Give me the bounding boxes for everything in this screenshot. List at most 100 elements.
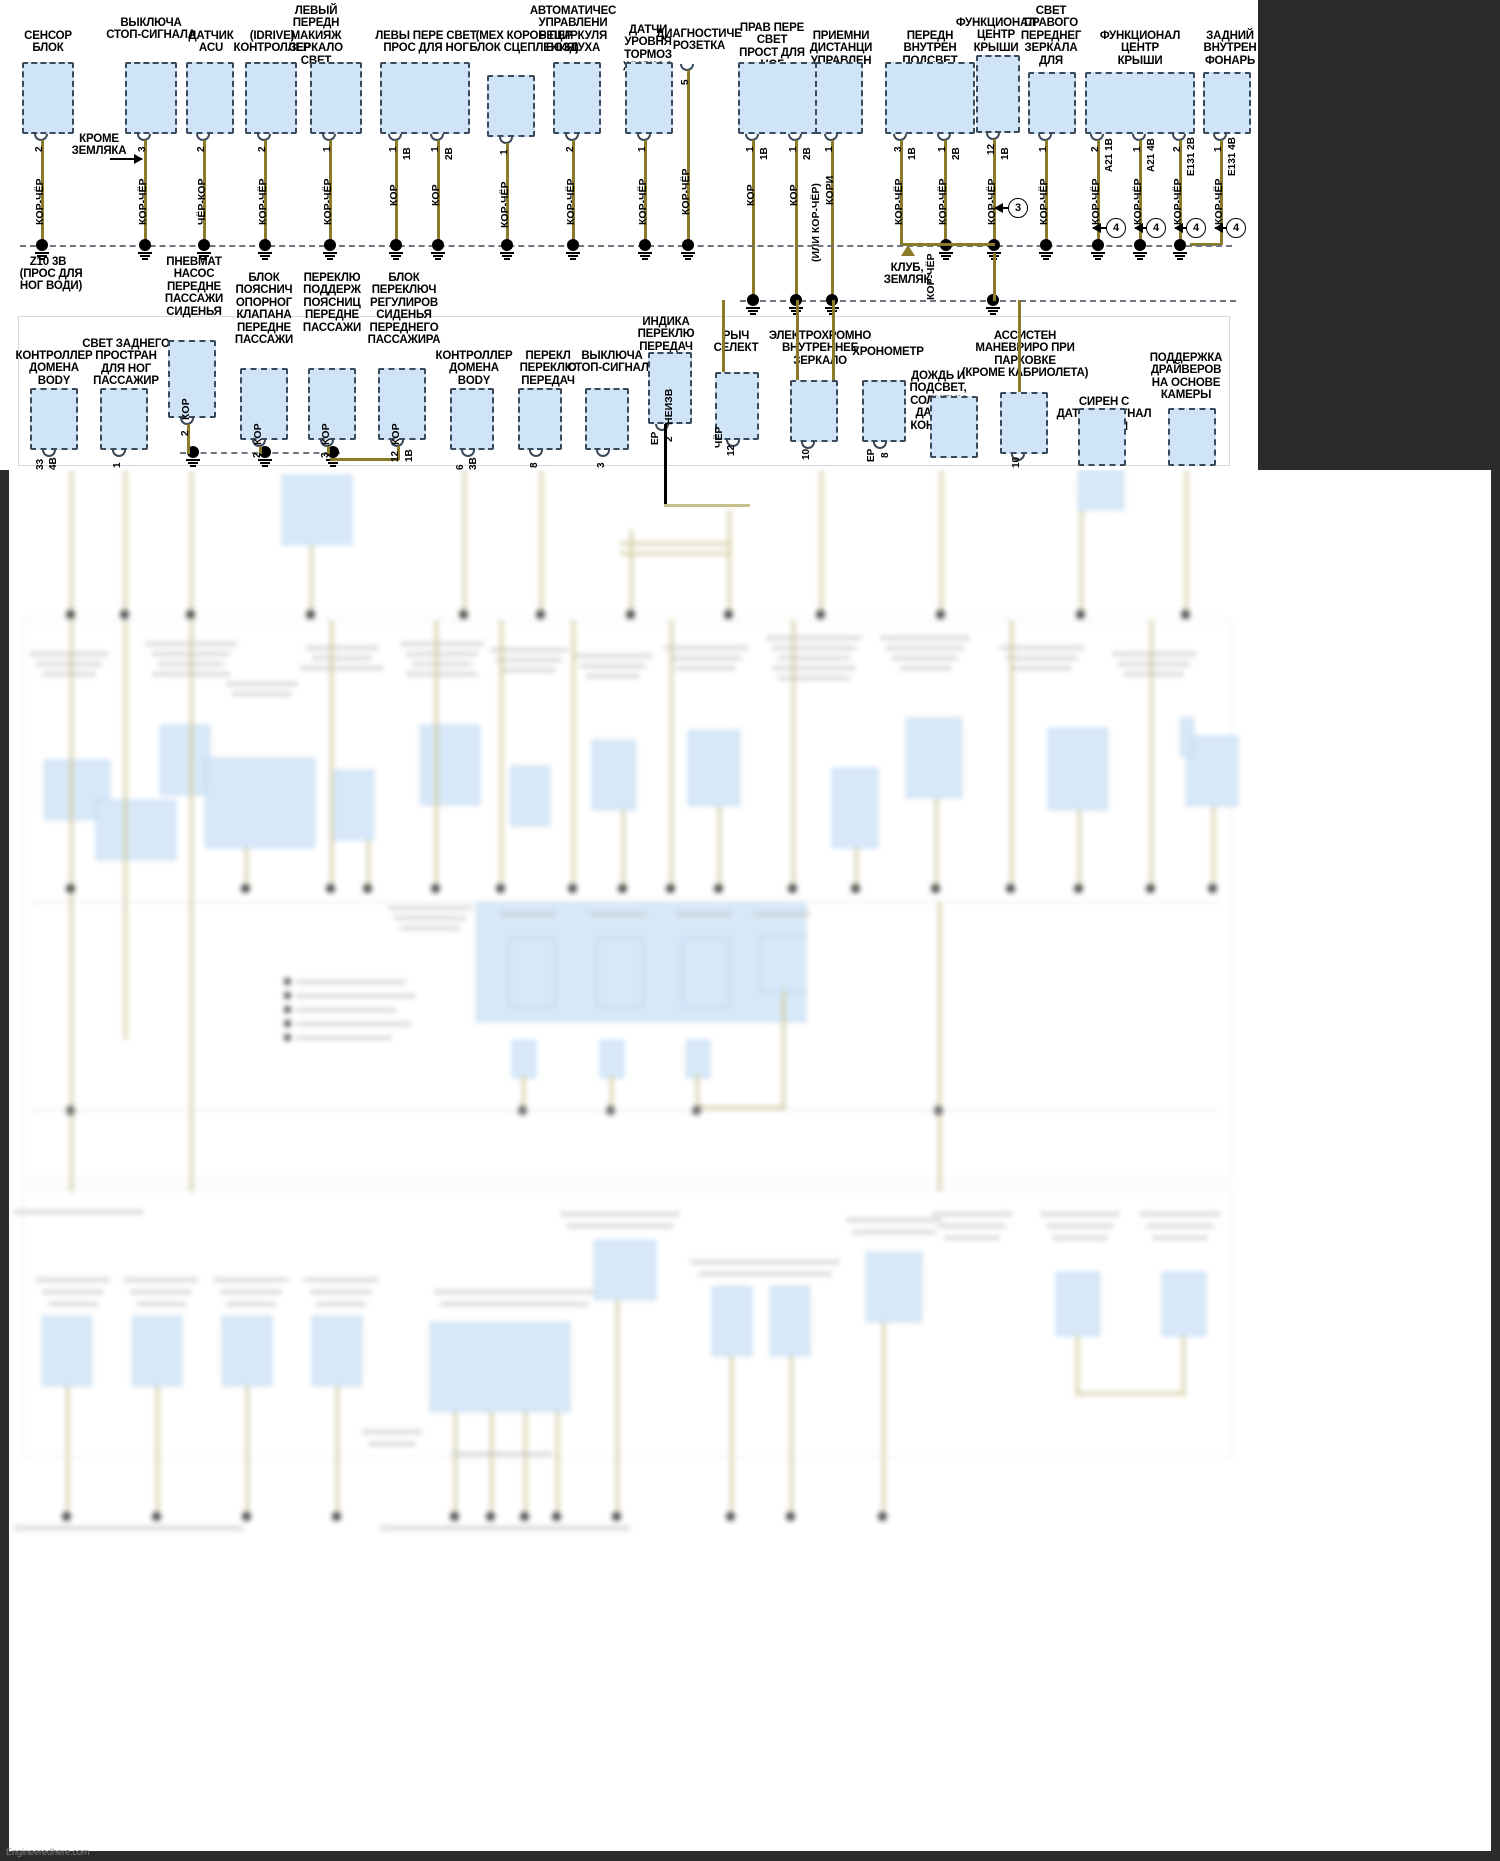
wire-blurred	[435, 620, 438, 890]
connector-roof-centre-2	[1085, 72, 1195, 134]
wire	[259, 446, 262, 454]
connector-idrive-controller	[245, 62, 297, 134]
text-blurred	[676, 666, 736, 670]
connector-right-mirror-light	[1028, 72, 1076, 134]
text-blurred	[1152, 1236, 1208, 1240]
wire-blurred	[1078, 810, 1081, 890]
frame-bottom	[0, 1851, 1500, 1861]
ground-symbol	[389, 239, 403, 260]
junction-dot-blurred	[666, 884, 675, 893]
wire-blurred	[630, 530, 633, 615]
text-blurred	[400, 926, 460, 930]
connector-blurred	[686, 1040, 710, 1078]
label-left-front-footwell-light: ЛЕВЫ ПЕРЕ СВЕТ ПРОС ДЛЯ НОГ	[375, 30, 477, 55]
text-blurred	[846, 1218, 942, 1222]
text-blurred	[14, 1526, 244, 1530]
text-blurred	[852, 1230, 936, 1234]
pin-number: 1	[430, 146, 441, 152]
text-blurred	[580, 664, 646, 668]
pin-number: 3	[893, 146, 904, 152]
junction-dot-blurred	[431, 884, 440, 893]
ground-symbol	[1173, 239, 1187, 260]
connector-brake-fluid-sensor	[625, 62, 673, 134]
text-blurred	[690, 1260, 840, 1264]
text-blurred	[886, 646, 964, 650]
wire	[832, 300, 835, 380]
junction-dot-blurred	[1146, 884, 1155, 893]
text-blurred	[1040, 1212, 1120, 1216]
text-blurred	[670, 656, 742, 660]
text-blurred	[944, 1236, 1000, 1240]
ground-symbol	[1039, 239, 1053, 260]
text-blurred	[296, 980, 406, 984]
connector-blurred	[222, 1316, 272, 1386]
wire-blurred	[190, 902, 193, 1192]
text-blurred	[42, 1290, 104, 1294]
junction-dot-blurred	[1076, 610, 1085, 619]
wire-blurred	[336, 1386, 339, 1516]
wire-blurred	[782, 990, 785, 1110]
junction-dot-blurred	[520, 1512, 529, 1521]
connector-sensor-block	[22, 62, 74, 134]
wire-blurred	[938, 902, 941, 1192]
pin-number: 1	[637, 146, 648, 152]
connector-blurred	[832, 768, 878, 848]
note-arrow-right-icon	[110, 154, 143, 164]
connector-camera-driver-assist	[1168, 408, 1216, 466]
wire-code: КОР-ЧЁР	[1172, 178, 1184, 225]
label-parking-manoeuvre-assistant: АССИСТЕН МАНЕВРИРО ПРИ ПАРКОВКЕ (КРОМЕ К…	[961, 330, 1089, 380]
junction-dot-blurred	[552, 1512, 561, 1521]
text-blurred	[880, 636, 970, 640]
text-blurred	[394, 916, 466, 920]
text-blurred	[214, 1278, 288, 1282]
connector-body-domain-1	[30, 388, 78, 450]
pin-number: 1	[788, 146, 799, 152]
connector-blurred	[512, 1040, 536, 1078]
wire-code: КОР	[788, 184, 800, 206]
wire-blurred	[454, 1412, 457, 1516]
pin-number: 1	[499, 149, 510, 155]
wire-blurred	[1076, 1392, 1184, 1395]
wire	[993, 139, 996, 245]
text-blurred	[772, 646, 856, 650]
text-blurred	[1006, 656, 1078, 660]
wire-blurred	[367, 840, 370, 890]
text-blurred	[36, 1278, 110, 1282]
wire-blurred	[572, 620, 575, 890]
text-blurred	[304, 1278, 378, 1282]
wire-blurred	[696, 1106, 786, 1109]
notch	[596, 450, 610, 457]
text-blurred	[312, 656, 372, 660]
wire-code: КОР-ЧЁР	[986, 178, 998, 225]
wire-blurred	[245, 848, 248, 890]
junction-dot-blurred	[786, 1512, 795, 1521]
label-acu-sensor: ДАТЧИК ACU	[188, 30, 234, 55]
junction-dot-blurred	[626, 610, 635, 619]
wire-blurred	[616, 1300, 619, 1516]
ground-symbol	[197, 239, 211, 260]
pin-number: 3	[320, 452, 331, 458]
connector-parking-assistant	[1000, 392, 1048, 454]
ground-symbol	[638, 239, 652, 260]
wire	[395, 140, 398, 245]
wire	[1045, 140, 1048, 245]
text-blurred	[1012, 666, 1072, 670]
pin-number: 1	[745, 146, 756, 152]
frame-right	[1491, 470, 1500, 1861]
section-outline-lower-1	[22, 620, 1232, 1180]
notch	[461, 450, 475, 457]
pin-number: 2	[257, 146, 268, 152]
junction-dot-blurred	[186, 610, 195, 619]
wire	[203, 140, 206, 245]
junction-dot-blurred	[618, 884, 627, 893]
wire	[506, 143, 509, 245]
connector-blurred	[430, 1322, 570, 1412]
junction-dot-blurred	[152, 1512, 161, 1521]
wire-blurred	[1076, 1336, 1079, 1396]
wire-blurred	[500, 620, 503, 890]
wire-blurred	[190, 470, 193, 615]
frame-left	[0, 470, 9, 1861]
text-blurred	[136, 1302, 186, 1306]
pin-number: 1	[388, 146, 399, 152]
pin-number: 3	[596, 462, 607, 468]
